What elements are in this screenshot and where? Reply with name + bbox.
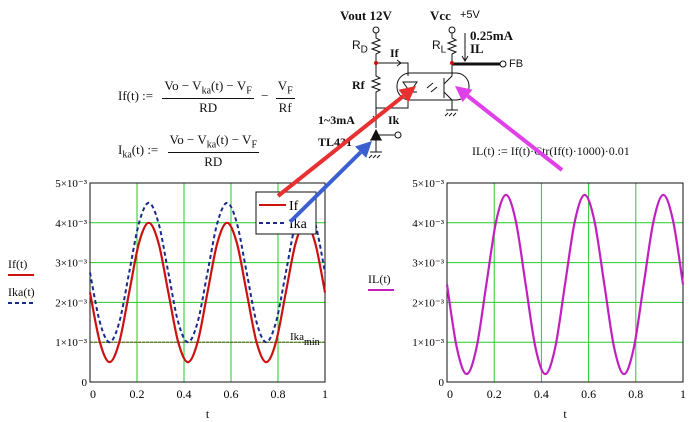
ika-num-sub2: F (251, 139, 257, 151)
fb-label: FB (509, 58, 524, 70)
ika-lhs-b: (t) := (131, 141, 159, 157)
y-tick-label: 1×10⁻³ (55, 337, 88, 349)
if-formula-lhs: If(t) := (118, 87, 154, 103)
ika-num-b: (t) − V (216, 132, 252, 147)
y-tick-label: 4×10⁻³ (412, 218, 445, 230)
vcc-label: Vcc (430, 8, 451, 23)
range-label: 1~3mA (318, 113, 355, 127)
if-minus: − (261, 87, 269, 103)
if-formula: If(t) := Vo − Vka(t) − VF RD − VF Rf (118, 78, 295, 116)
plot-frame (89, 182, 326, 383)
ika-annotation-arrow-head (354, 141, 372, 158)
x-tick-label: 0.4 (534, 387, 549, 401)
ika-annotation-arrow (288, 150, 363, 224)
il-annotation-arrow-head (455, 86, 473, 103)
chart-2: 0 0.2 0.4 0.6 0.8 1 0 1×10⁻³ 2×10⁻³ 3×10⁻³ 4×10⁻³ 5… (368, 178, 686, 421)
il-current-label: 0.25mA (470, 28, 513, 43)
y-tick-label: 5×10⁻³ (412, 178, 445, 190)
x-tick-label: 0.2 (487, 387, 502, 401)
y-tick-label: 4×10⁻³ (55, 218, 88, 230)
y-tick-label: 2×10⁻³ (412, 297, 445, 309)
il-label: IL (470, 41, 484, 56)
x-tick-label: 0 (90, 387, 96, 401)
x-tick-label: 1 (680, 387, 686, 401)
ika-formula: Ika(t) := Vo − Vka(t) − VF RD (118, 132, 259, 170)
ika-lhs-sub: ka (122, 149, 132, 161)
x-tick-label: 0.8 (271, 387, 286, 401)
il-arrow-icon (461, 33, 469, 62)
rl-sub: L (440, 44, 447, 56)
ika-den: RD (204, 153, 223, 169)
series-il-line (445, 193, 685, 376)
if-annotation-arrow (276, 94, 405, 198)
if-label: If (390, 46, 399, 60)
if-num2: V (277, 78, 288, 93)
y-axis-label-il: IL(t) (368, 272, 391, 286)
if-arrow-icon (393, 59, 402, 67)
light-icon (426, 82, 438, 93)
ika-lhs-a: I (118, 141, 123, 157)
rd-sub: D (360, 44, 368, 56)
rl-text: R (432, 38, 441, 52)
optocoupler-body (396, 72, 470, 101)
ika-num-a: Vo − V (169, 132, 207, 147)
chart-1: 0 0.2 0.4 0.6 0.8 1 0 1×10⁻³ 2×10⁻³ 3×10⁻³ 4×10⁻³ 5… (8, 178, 328, 421)
x-tick-label: 1 (322, 387, 328, 401)
x-tick-label: 0.6 (224, 387, 239, 401)
ika-num-sub1: ka (206, 139, 217, 151)
y-tick-label: 0 (82, 377, 88, 389)
rd-label: RD (352, 38, 368, 55)
x-tick-label: 0.8 (628, 387, 643, 401)
x-tick-label: 0 (447, 387, 453, 401)
ref-terminal (394, 131, 402, 139)
x-axis-label: t (563, 407, 567, 421)
rl-resistor (446, 33, 458, 63)
if-wire (376, 62, 409, 76)
legend-box (255, 191, 317, 235)
ika-min-sub: min (304, 337, 320, 348)
phototransistor-icon (443, 63, 453, 110)
y-tick-label: 2×10⁻³ (55, 297, 88, 309)
y-tick-label: 5×10⁻³ (55, 178, 88, 190)
if-annotation-arrow-head (398, 86, 416, 103)
y-axis-label-if: If(t) (8, 257, 28, 271)
if-num-b: (t) − V (211, 78, 247, 93)
ground-icon (444, 109, 458, 117)
il-formula: IL(t) := If(t)·Ctr(If(t)·1000)·0.01 (472, 144, 630, 158)
rf-label: Rf (352, 78, 365, 92)
fb-terminal (499, 60, 507, 68)
ika-min-label: Ikamin (290, 331, 320, 348)
rl-label: RL (432, 38, 446, 55)
if-den2: Rf (278, 99, 292, 115)
x-axis-label: t (206, 407, 210, 421)
y-axis-label-ika: Ika(t) (8, 285, 35, 299)
il-annotation-arrow (466, 94, 564, 172)
if-num-sub1: ka (201, 85, 212, 97)
legend-entry: If (289, 199, 299, 214)
y-tick-label: 3×10⁻³ (55, 258, 88, 270)
if-den: RD (199, 99, 218, 115)
x-tick-label: 0.4 (177, 387, 192, 401)
ground-icon-2 (368, 140, 382, 159)
rd-text: R (352, 38, 361, 52)
vcc-value: +5V (460, 9, 480, 21)
y-tick-label: 0 (439, 377, 445, 389)
y-tick-label: 3×10⁻³ (412, 258, 445, 270)
if-num2-sub: F (287, 85, 293, 97)
if-num-a: Vo − V (164, 78, 202, 93)
if-num-sub2: F (246, 85, 252, 97)
ik-label: Ik (388, 113, 400, 127)
y-tick-label: 1×10⁻³ (412, 337, 445, 349)
x-tick-label: 0.6 (581, 387, 596, 401)
series-if-line (88, 221, 327, 364)
x-tick-label: 0.2 (130, 387, 145, 401)
series-ika-line (89, 201, 326, 344)
vout-label: Vout 12V (340, 8, 392, 23)
